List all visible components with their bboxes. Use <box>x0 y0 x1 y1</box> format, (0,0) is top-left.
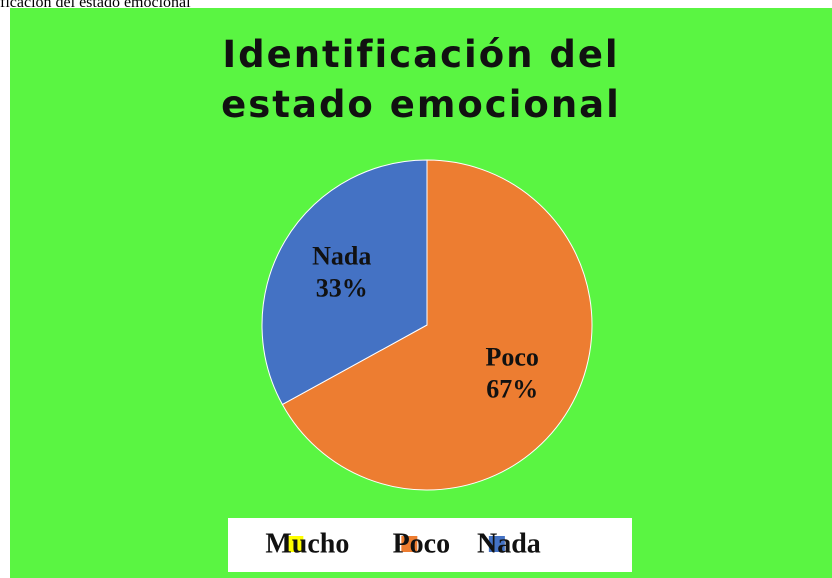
legend-label: Mucho <box>265 528 349 559</box>
data-label: 33% <box>316 274 368 303</box>
chart-title-box: Identificación del estado emocional <box>10 30 832 130</box>
caption: ficación del estado emocional <box>0 0 191 11</box>
legend-swatch <box>287 536 304 552</box>
pie-slice <box>281 159 593 491</box>
pie-slice <box>261 159 428 406</box>
legend-label: Nada <box>477 528 541 559</box>
legend: Mucho Poco Nada <box>265 528 540 559</box>
chart-title: Identificación del estado emocional <box>221 33 621 126</box>
slice-label: Poco <box>486 342 539 371</box>
legend-swatch <box>401 536 418 552</box>
legend-swatch <box>488 536 505 552</box>
slice-label: Nada <box>312 242 371 271</box>
legend-label: Poco <box>393 528 451 559</box>
data-label: 67% <box>486 374 538 403</box>
